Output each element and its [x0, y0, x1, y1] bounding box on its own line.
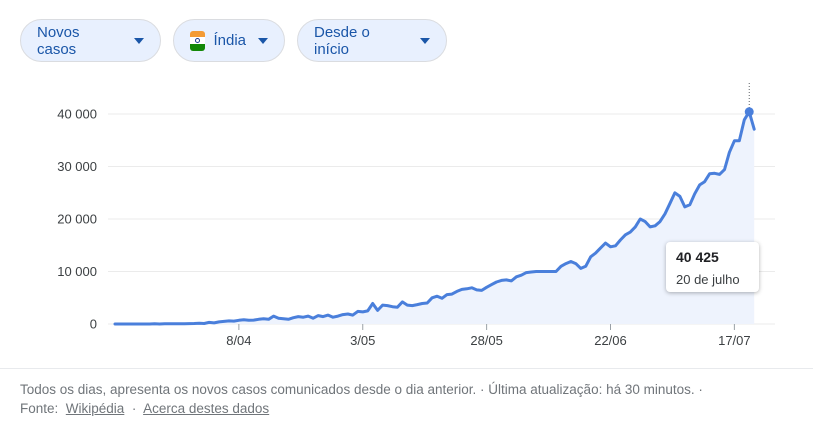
highlight-point	[744, 107, 754, 117]
caret-down-icon	[134, 37, 144, 44]
caret-down-icon	[258, 37, 268, 44]
series-area	[115, 111, 755, 324]
cases-line-chart[interactable]: 0 10 000 20 000 30 000 40 000 8/04 3/05 28/05 22…	[0, 0, 813, 360]
footer-divider	[0, 368, 813, 369]
about-data-link[interactable]: Acerca destes dados	[143, 401, 270, 416]
metric-dropdown[interactable]: Novos casos	[20, 19, 161, 62]
footer-description: Todos os dias, apresenta os novos casos …	[20, 382, 703, 397]
x-tick-label: 17/07	[718, 333, 751, 348]
footer: Todos os dias, apresenta os novos casos …	[20, 380, 800, 418]
region-dropdown-label: Índia	[213, 32, 246, 49]
x-tick-label: 22/06	[594, 333, 627, 348]
y-tick-label: 0	[90, 317, 97, 332]
footer-separator: ·	[131, 401, 137, 416]
filter-bar: Novos casos Índia Desde o início	[20, 19, 447, 62]
tooltip-date: 20 de julho	[676, 272, 740, 287]
x-tick-label: 8/04	[226, 333, 251, 348]
india-flag-icon	[190, 30, 206, 51]
tooltip-value: 40 425	[676, 249, 719, 265]
date-range-dropdown-label: Desde o início	[314, 23, 370, 58]
y-tick-label: 40 000	[57, 107, 97, 122]
footer-source-label: Fonte:	[20, 401, 59, 416]
chart-tooltip: 40 425 20 de julho	[666, 242, 759, 292]
date-range-dropdown[interactable]: Desde o início	[297, 19, 447, 62]
y-tick-label: 10 000	[57, 264, 97, 279]
metric-dropdown-label: Novos casos	[37, 23, 80, 58]
x-tick-label: 28/05	[470, 333, 503, 348]
caret-down-icon	[420, 37, 430, 44]
y-tick-label: 20 000	[57, 212, 97, 227]
wikipedia-link[interactable]: Wikipédia	[65, 401, 125, 416]
x-tick-label: 3/05	[350, 333, 375, 348]
y-tick-label: 30 000	[57, 159, 97, 174]
region-dropdown[interactable]: Índia	[173, 19, 285, 62]
series-line	[113, 110, 756, 326]
